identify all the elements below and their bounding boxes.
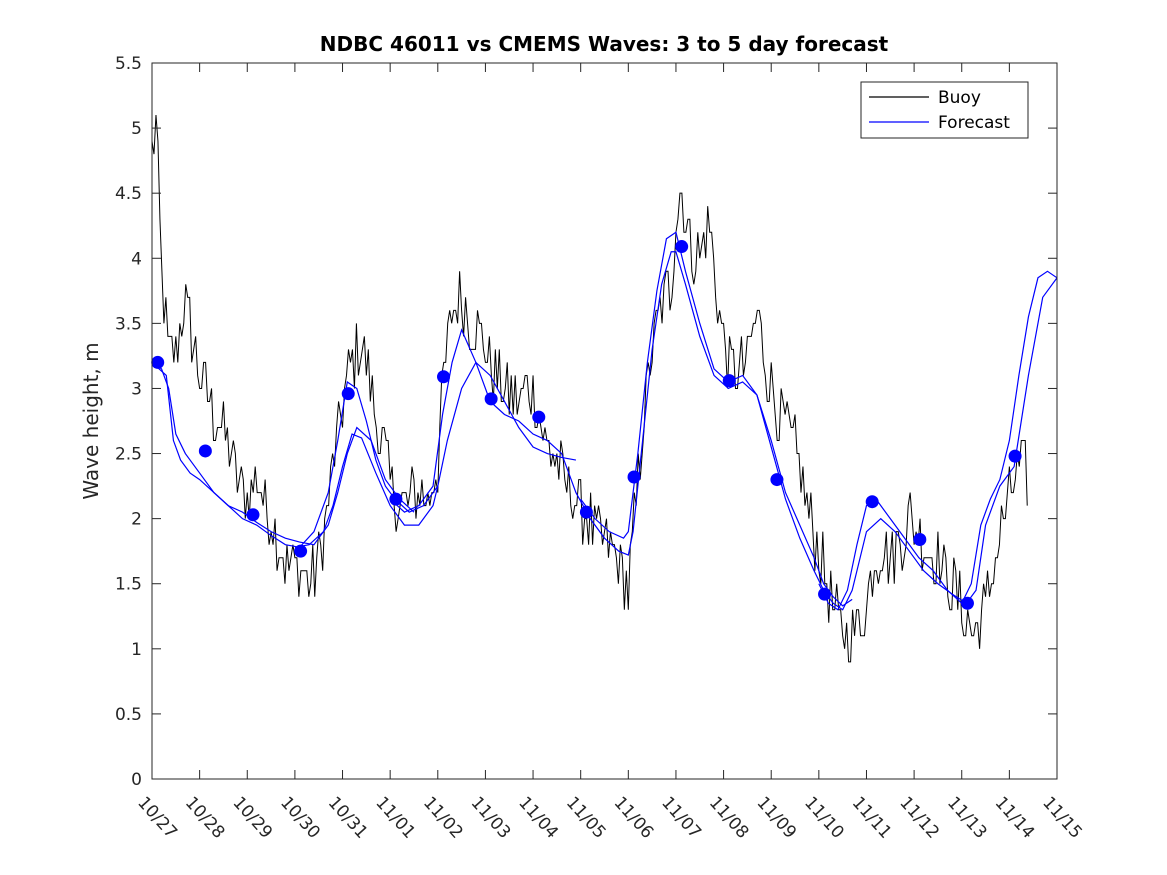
legend-forecast-label: Forecast xyxy=(938,113,1010,133)
legend: Buoy Forecast xyxy=(860,81,1029,139)
y-tick-label: 4 xyxy=(131,249,142,269)
y-axis-label: Wave height, m xyxy=(79,342,103,499)
y-tick-label: 0 xyxy=(131,770,142,790)
forecast-marker xyxy=(341,387,355,401)
forecast-marker xyxy=(437,370,451,384)
y-tick-label: 4.5 xyxy=(115,184,142,204)
forecast-marker xyxy=(818,587,832,601)
forecast-marker xyxy=(198,444,212,458)
forecast-marker xyxy=(722,374,736,388)
plot-area xyxy=(151,62,1058,780)
legend-box xyxy=(860,81,1029,139)
y-tick-label: 1.5 xyxy=(115,575,142,595)
forecast-marker xyxy=(865,495,879,509)
forecast-series-line xyxy=(294,361,577,548)
chart-title: NDBC 46011 vs CMEMS Waves: 3 to 5 day fo… xyxy=(320,32,889,56)
forecast-marker xyxy=(675,240,689,254)
forecast-series-line xyxy=(580,231,1057,611)
forecast-marker xyxy=(532,410,546,424)
forecast-marker xyxy=(960,596,974,610)
forecast-marker xyxy=(484,392,498,406)
y-tick-label: 5.5 xyxy=(115,54,142,74)
forecast-marker xyxy=(579,505,593,519)
forecast-series-line xyxy=(818,270,1057,611)
forecast-marker xyxy=(1008,449,1022,463)
forecast-marker xyxy=(389,492,403,506)
y-tick-label: 5 xyxy=(131,119,142,139)
y-tick-label: 2.5 xyxy=(115,445,142,465)
legend-buoy-label: Buoy xyxy=(938,88,981,108)
forecast-series-line xyxy=(152,361,415,546)
y-tick-label: 3.5 xyxy=(115,314,142,334)
y-tick-label: 2 xyxy=(131,510,142,530)
forecast-marker xyxy=(151,355,165,369)
axes-box xyxy=(151,62,1058,780)
y-tick-label: 1 xyxy=(131,640,142,660)
forecast-marker xyxy=(913,532,927,546)
y-tick-label: 3 xyxy=(131,379,142,399)
axes-border xyxy=(151,62,1058,780)
forecast-marker xyxy=(627,470,641,484)
forecast-marker xyxy=(294,544,308,558)
y-tick-label: 0.5 xyxy=(115,705,142,725)
forecast-marker xyxy=(770,473,784,487)
forecast-series-line xyxy=(152,361,439,548)
forecast-marker xyxy=(246,508,260,522)
